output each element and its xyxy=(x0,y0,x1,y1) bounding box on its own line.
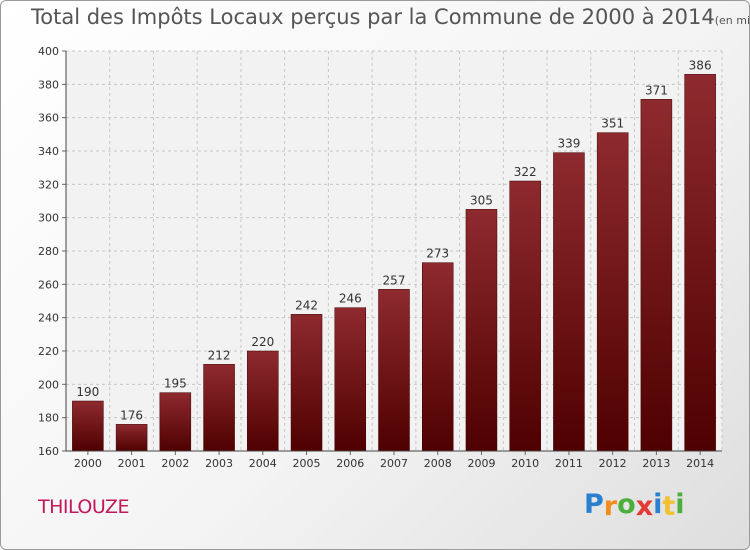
data-label-2002: 195 xyxy=(164,377,187,391)
logo-letter: P xyxy=(584,489,604,520)
bar-2002 xyxy=(159,392,192,452)
axis-layer: 160 180 200 220 240 260 280 300 320 340 360 380 400 2… xyxy=(38,45,722,470)
y-tick-label: 280 xyxy=(38,245,59,258)
data-label-2011: 339 xyxy=(557,137,580,151)
data-label-2009: 305 xyxy=(470,193,493,207)
data-label-2007: 257 xyxy=(383,273,406,287)
y-tick-label: 360 xyxy=(38,112,59,125)
x-tick-label-2000: 2000 xyxy=(74,457,102,470)
data-label-2012: 351 xyxy=(601,117,624,131)
commune-name: THILOUZE xyxy=(38,496,129,518)
x-tick-label-2011: 2011 xyxy=(555,457,583,470)
x-tick-label-2003: 2003 xyxy=(205,457,233,470)
y-tick-label: 320 xyxy=(38,178,59,191)
bar-2014 xyxy=(684,74,716,452)
x-tick-label-2001: 2001 xyxy=(118,457,146,470)
y-tick-label: 200 xyxy=(38,378,59,391)
y-tick-label: 220 xyxy=(38,345,59,358)
data-label-2000: 190 xyxy=(76,385,99,399)
bar-2009 xyxy=(465,209,498,452)
bar-2013 xyxy=(640,99,673,452)
x-tick-label-2013: 2013 xyxy=(642,457,670,470)
y-tick-label: 260 xyxy=(38,278,59,291)
x-tick-label-2005: 2005 xyxy=(293,457,321,470)
x-tick-label-2008: 2008 xyxy=(424,457,452,470)
y-tick-label: 180 xyxy=(38,412,59,425)
bar-2000 xyxy=(72,400,104,452)
x-tick-label-2007: 2007 xyxy=(380,457,408,470)
logo-letter: t xyxy=(662,491,676,522)
x-tick-label-2010: 2010 xyxy=(511,457,539,470)
logo-letter: i xyxy=(653,489,663,520)
y-tick-label: 240 xyxy=(38,312,59,325)
y-tick-label: 380 xyxy=(38,78,59,91)
bar-2003 xyxy=(203,364,235,452)
data-label-2014: 386 xyxy=(689,58,712,72)
chart-title-unit: (en milliers d'€) xyxy=(714,14,750,27)
x-tick-label-2006: 2006 xyxy=(336,457,364,470)
bar-2011 xyxy=(553,152,585,452)
x-tick-label-2002: 2002 xyxy=(161,457,189,470)
data-label-2005: 242 xyxy=(295,298,318,312)
chart-title: Total des Impôts Locaux perçus par la Co… xyxy=(31,5,749,29)
x-tick-label-2009: 2009 xyxy=(467,457,495,470)
logo-letter: x xyxy=(635,491,654,522)
y-tick-label: 400 xyxy=(38,45,59,58)
chart-title-text: Total des Impôts Locaux perçus par la Co… xyxy=(31,5,715,29)
x-tick-label-2012: 2012 xyxy=(599,457,627,470)
data-label-2004: 220 xyxy=(251,335,274,349)
data-label-2013: 371 xyxy=(645,83,668,97)
bar-2006 xyxy=(334,307,367,452)
logo-letter: o xyxy=(617,489,636,520)
proxiti-logo: Proxiti xyxy=(584,489,685,522)
x-tick-label-2004: 2004 xyxy=(249,457,277,470)
bar-2008 xyxy=(421,262,454,452)
data-label-2008: 273 xyxy=(426,247,449,261)
x-tick-label-2014: 2014 xyxy=(686,457,714,470)
bar-2005 xyxy=(290,314,323,452)
logo-letter: r xyxy=(603,491,618,522)
logo-letter: i xyxy=(675,489,685,520)
y-tick-label: 340 xyxy=(38,145,59,158)
data-label-2001: 176 xyxy=(120,408,143,422)
bar-2012 xyxy=(596,132,629,452)
bar-2007 xyxy=(378,289,410,452)
bar-layer: 190 176 195 212 220 242 246 257 273 305 322 339 351 3… xyxy=(72,58,716,452)
data-label-2003: 212 xyxy=(208,348,231,362)
bar-2001 xyxy=(115,424,148,452)
data-label-2006: 246 xyxy=(339,292,362,306)
y-tick-label: 300 xyxy=(38,212,59,225)
data-label-2010: 322 xyxy=(514,165,537,179)
bar-2004 xyxy=(247,350,279,452)
bar-2010 xyxy=(509,180,541,452)
y-tick-label: 160 xyxy=(38,445,59,458)
